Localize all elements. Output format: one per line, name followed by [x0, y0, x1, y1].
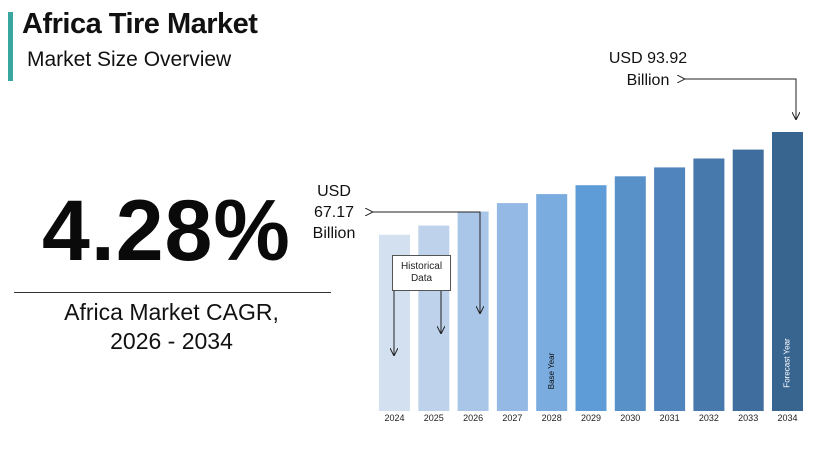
x-tick-label-2028: 2028: [542, 413, 562, 423]
start-value-callout: USD 67.17 Billion: [302, 181, 366, 244]
bar-2025: [418, 225, 450, 411]
cagr-label: Africa Market CAGR, 2026 - 2034: [20, 298, 323, 356]
chart-x-labels: 2024 2025 2026 2027 2028 2029 2030 2031 2032 2033…: [384, 413, 797, 423]
end-value-line1: USD 93.92: [608, 50, 688, 67]
bar-2030: [614, 176, 646, 411]
bar-annotation-2028: Base Year: [547, 352, 556, 389]
x-tick-label-2032: 2032: [699, 413, 719, 423]
x-tick-label-2031: 2031: [660, 413, 680, 423]
bar-2029: [575, 185, 607, 411]
end-value-callout: USD 93.92 Billion: [598, 48, 698, 92]
title-accent-bar: [8, 12, 13, 81]
bar-2033: [732, 149, 764, 411]
end-value-arrow: [684, 79, 796, 119]
chart-bar-annotations: Base Year Forecast Year: [547, 338, 792, 389]
page-subtitle: Market Size Overview: [27, 48, 232, 71]
x-tick-label-2024: 2024: [384, 413, 404, 423]
x-tick-label-2025: 2025: [424, 413, 444, 423]
bar-2027: [496, 203, 528, 411]
historical-line2: Data: [410, 273, 433, 284]
cagr-label-line2: 2026 - 2034: [110, 328, 233, 354]
bar-2032: [693, 158, 725, 411]
bar-2031: [654, 167, 686, 411]
bar-2028: [536, 194, 568, 411]
start-value-line1: USD: [317, 183, 351, 200]
bar-2026: [457, 211, 489, 411]
bar-2034: [772, 132, 803, 411]
historical-line1: Historical: [400, 261, 443, 272]
x-tick-label-2026: 2026: [463, 413, 483, 423]
x-tick-label-2033: 2033: [738, 413, 758, 423]
start-value-line2: 67.17: [313, 204, 355, 221]
end-value-line2: Billion: [626, 72, 670, 89]
callout-connectors: [372, 79, 796, 355]
bar-annotation-2034: Forecast Year: [783, 338, 792, 388]
x-tick-label-2030: 2030: [620, 413, 640, 423]
page-title: Africa Tire Market: [22, 8, 258, 40]
cagr-value: 4.28%: [42, 183, 291, 279]
x-tick-label-2027: 2027: [502, 413, 522, 423]
historical-data-box: Historical Data: [392, 255, 451, 291]
start-value-arrow: [372, 212, 480, 313]
x-tick-label-2029: 2029: [581, 413, 601, 423]
x-tick-label-2034: 2034: [777, 413, 797, 423]
cagr-divider: [14, 292, 331, 293]
start-value-line3: Billion: [312, 225, 356, 242]
cagr-label-line1: Africa Market CAGR,: [64, 299, 279, 325]
